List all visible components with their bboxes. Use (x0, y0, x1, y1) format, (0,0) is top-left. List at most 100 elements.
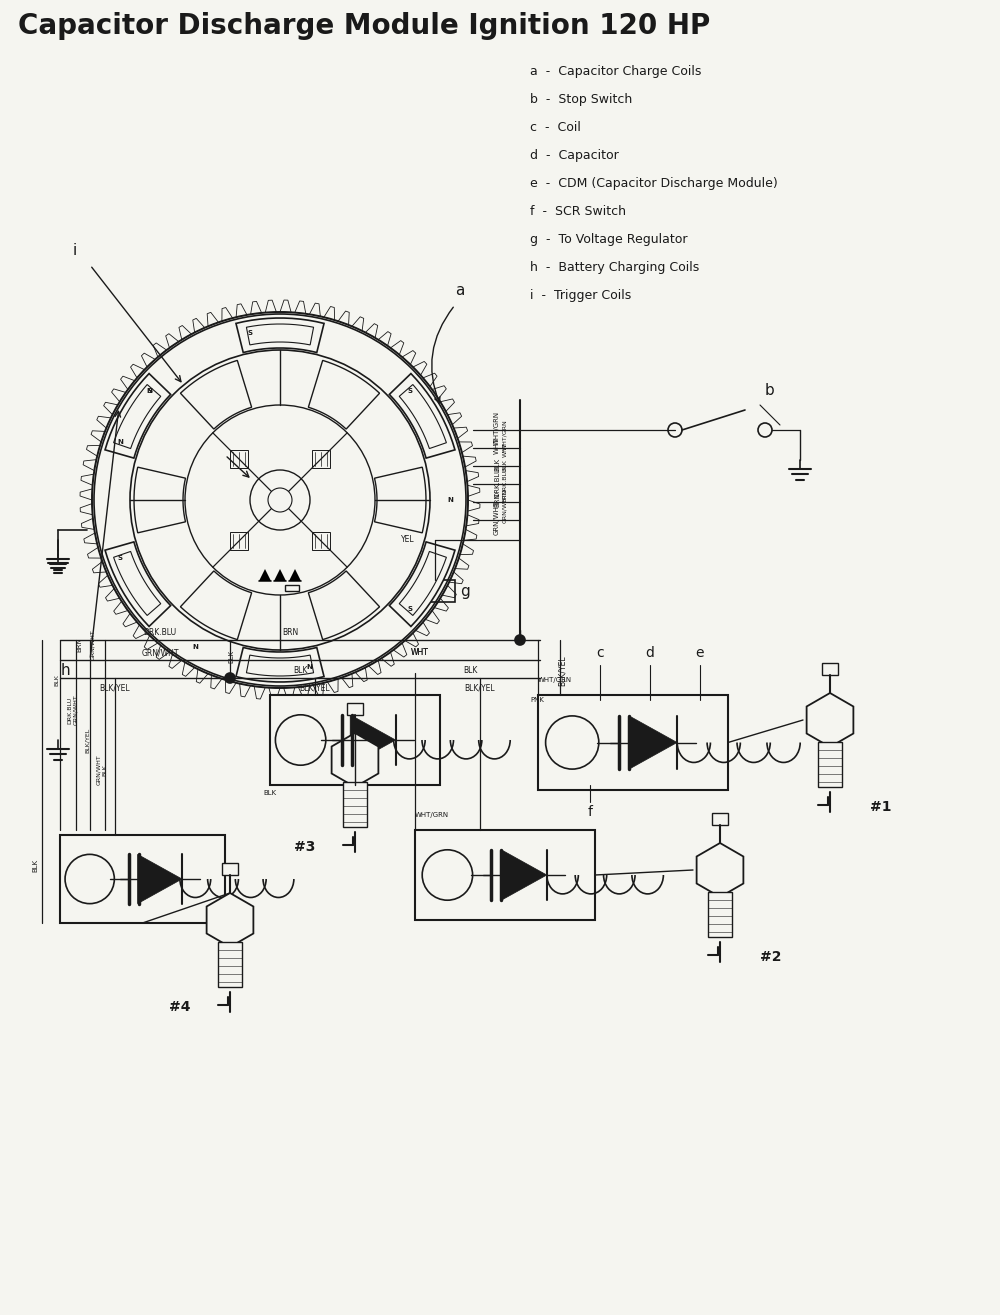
Text: DRK.BLU: DRK.BLU (143, 629, 177, 636)
Text: BLK: BLK (32, 859, 38, 872)
Polygon shape (432, 385, 446, 398)
Polygon shape (123, 613, 137, 627)
Polygon shape (98, 575, 112, 588)
Text: WHT: WHT (411, 648, 429, 658)
Bar (60, 835, 225, 923)
Polygon shape (393, 643, 407, 658)
Text: DRK.BLU: DRK.BLU (503, 467, 508, 493)
Bar (343, 782, 367, 827)
Polygon shape (207, 313, 218, 326)
Text: WHT/GRN: WHT/GRN (494, 412, 500, 444)
Polygon shape (308, 360, 380, 429)
Polygon shape (807, 693, 853, 747)
Text: e: e (696, 646, 704, 660)
Polygon shape (629, 715, 677, 769)
Polygon shape (466, 514, 479, 526)
Polygon shape (423, 373, 437, 387)
Polygon shape (298, 685, 309, 698)
Polygon shape (405, 633, 419, 647)
Polygon shape (144, 635, 158, 650)
Polygon shape (338, 312, 349, 325)
Text: BLK/YEL: BLK/YEL (100, 682, 130, 692)
Polygon shape (236, 318, 324, 352)
Text: BLK/YEL: BLK/YEL (84, 727, 90, 752)
Polygon shape (156, 646, 169, 659)
Text: i  -  Trigger Coils: i - Trigger Coils (530, 289, 631, 302)
Text: i: i (73, 242, 77, 258)
Text: h: h (60, 663, 70, 677)
Polygon shape (196, 669, 208, 684)
Text: BRN: BRN (76, 638, 82, 652)
Polygon shape (468, 500, 480, 512)
Polygon shape (246, 655, 314, 676)
Polygon shape (440, 398, 454, 412)
Polygon shape (455, 558, 469, 569)
Polygon shape (222, 308, 233, 321)
Text: b  -  Stop Switch: b - Stop Switch (530, 93, 632, 107)
Polygon shape (193, 318, 205, 333)
Polygon shape (92, 562, 106, 573)
Polygon shape (378, 331, 391, 346)
Polygon shape (251, 301, 262, 314)
Polygon shape (88, 547, 101, 558)
Text: WHT: WHT (503, 443, 508, 458)
Polygon shape (80, 489, 92, 500)
Text: BLK: BLK (263, 790, 277, 796)
Polygon shape (313, 682, 324, 696)
Bar (708, 892, 732, 938)
Text: N: N (147, 388, 153, 393)
Circle shape (92, 312, 468, 688)
Polygon shape (105, 542, 171, 626)
Bar (312, 531, 330, 550)
Text: BLK: BLK (463, 665, 477, 675)
Polygon shape (381, 652, 394, 667)
Polygon shape (112, 389, 126, 402)
Text: a  -  Capacitor Charge Coils: a - Capacitor Charge Coils (530, 64, 701, 78)
Text: N: N (447, 497, 453, 504)
Text: GRN/WHT: GRN/WHT (494, 501, 500, 535)
Polygon shape (309, 304, 320, 317)
Text: f  -  SCR Switch: f - SCR Switch (530, 205, 626, 218)
Polygon shape (182, 663, 195, 676)
Text: e  -  CDM (Capacitor Discharge Module): e - CDM (Capacitor Discharge Module) (530, 178, 778, 189)
Text: #2: #2 (760, 949, 782, 964)
Text: BLK/YEL: BLK/YEL (558, 655, 567, 685)
Polygon shape (265, 300, 276, 313)
Bar (818, 742, 842, 786)
Polygon shape (83, 460, 96, 471)
Text: S: S (408, 388, 413, 393)
Polygon shape (134, 467, 185, 533)
Polygon shape (391, 341, 404, 355)
Polygon shape (91, 431, 105, 442)
Polygon shape (327, 679, 338, 693)
Text: GRN/WHT: GRN/WHT (503, 493, 508, 523)
Text: BLK: BLK (54, 675, 60, 686)
Polygon shape (365, 323, 378, 338)
Polygon shape (207, 893, 253, 947)
Circle shape (65, 855, 114, 903)
Polygon shape (153, 343, 167, 358)
Polygon shape (84, 533, 97, 544)
Text: N: N (307, 664, 312, 671)
Text: GRN/WHT: GRN/WHT (141, 648, 179, 658)
Polygon shape (225, 680, 236, 693)
Text: c  -  Coil: c - Coil (530, 121, 581, 134)
Polygon shape (97, 417, 111, 429)
Text: GRN/WHT
BLK: GRN/WHT BLK (97, 755, 107, 785)
Polygon shape (460, 544, 474, 555)
Text: DRK.BLU: DRK.BLU (494, 467, 500, 497)
Polygon shape (413, 362, 427, 375)
Text: WHT/GRN: WHT/GRN (503, 419, 508, 450)
Polygon shape (389, 542, 455, 626)
Polygon shape (332, 732, 378, 786)
Polygon shape (449, 572, 463, 584)
Text: BLK: BLK (293, 665, 307, 675)
Polygon shape (114, 601, 128, 614)
Text: #3: #3 (294, 840, 315, 853)
Polygon shape (369, 660, 381, 675)
Text: WHT/GRN: WHT/GRN (415, 811, 449, 818)
Polygon shape (454, 427, 468, 438)
Text: BRN: BRN (282, 629, 298, 636)
Bar (712, 813, 728, 825)
Polygon shape (166, 334, 179, 348)
